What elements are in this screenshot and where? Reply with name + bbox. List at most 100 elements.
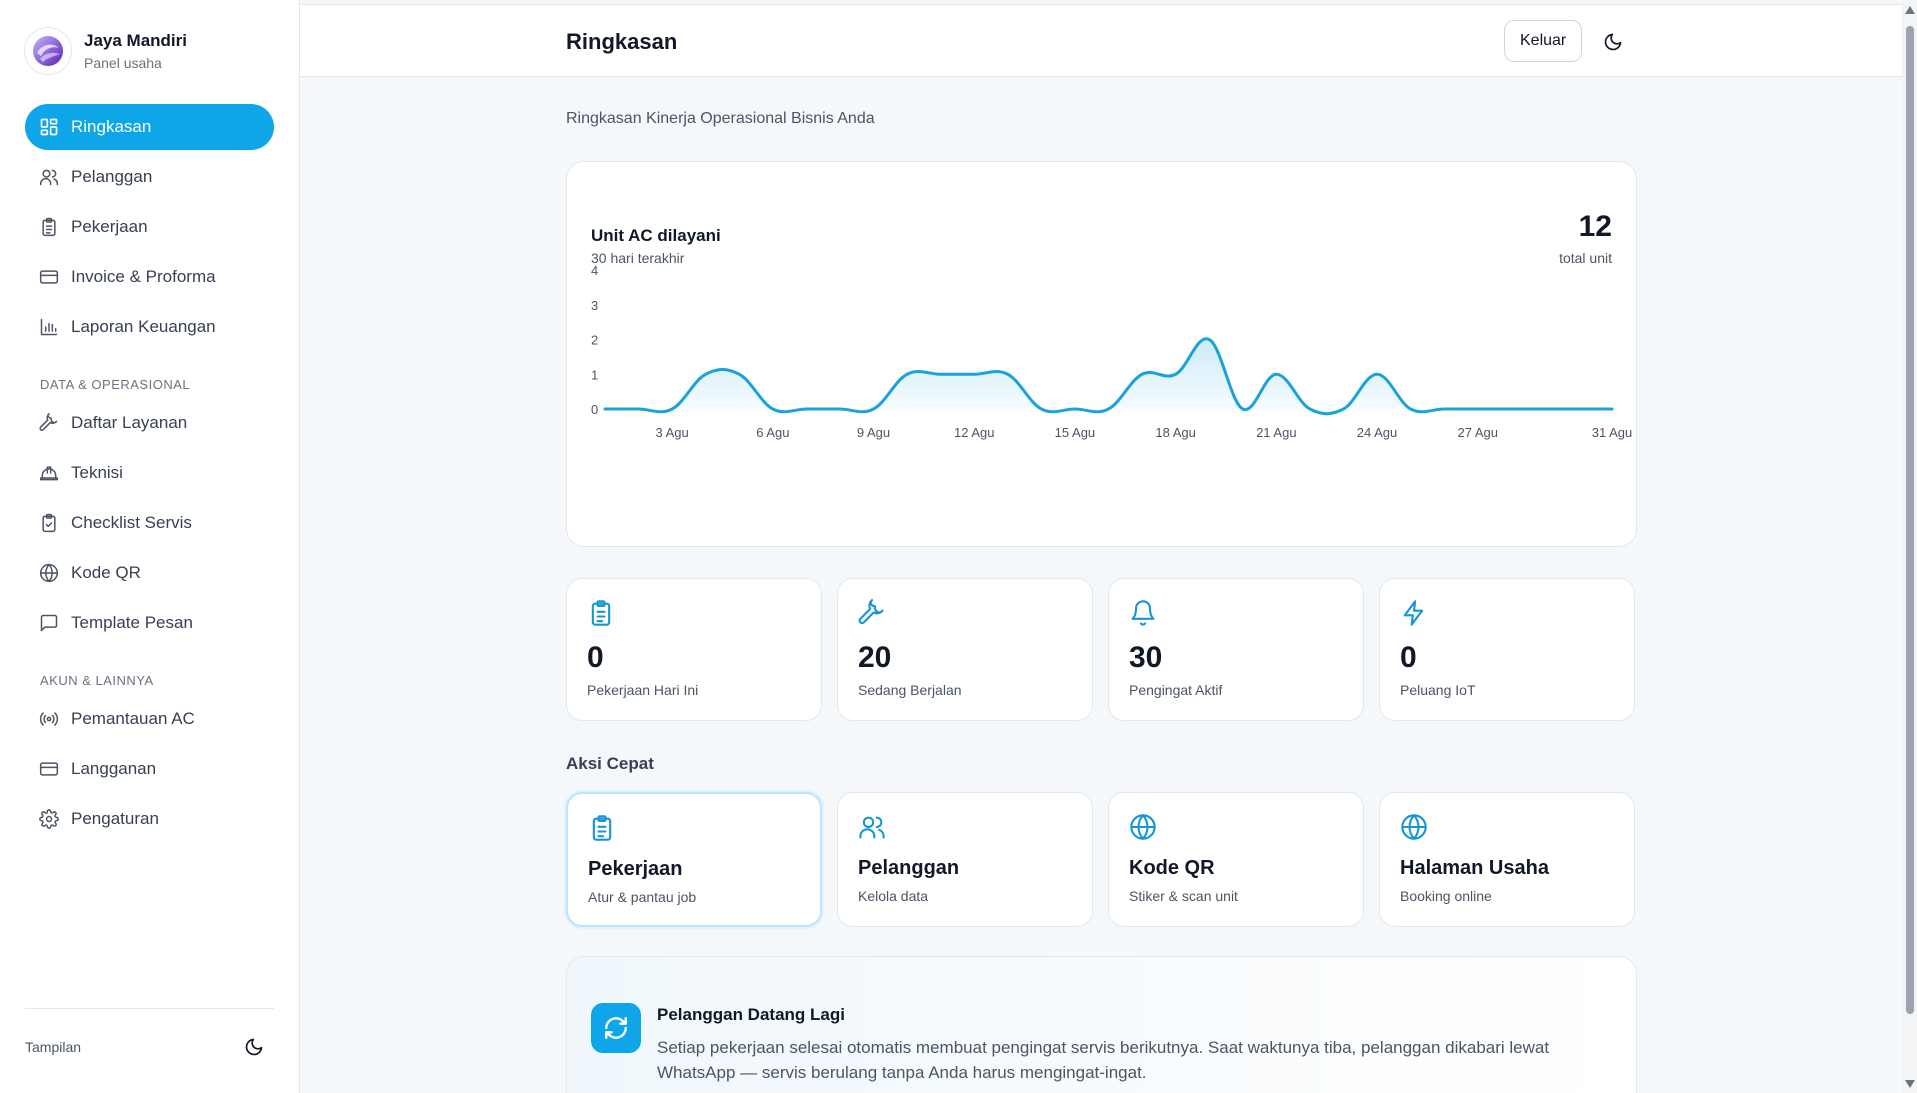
sidebar-item-pelanggan[interactable]: Pelanggan: [25, 154, 274, 200]
sidebar-item-label: Pekerjaan: [71, 217, 148, 236]
logout-button[interactable]: Keluar: [1504, 20, 1583, 62]
scroll-up-arrow-icon[interactable]: [1905, 6, 1915, 14]
globe-icon: [1130, 814, 1156, 840]
quick-action-pekerjaan[interactable]: Pekerjaan Atur & pantau job: [566, 792, 822, 927]
sidebar-item-label: Kode QR: [71, 563, 141, 582]
quick-action-title: Halaman Usaha: [1400, 857, 1549, 879]
stat-value: 0: [587, 641, 604, 674]
stat-label: Pekerjaan Hari Ini: [587, 682, 699, 698]
quick-actions-title: Aksi Cepat: [566, 754, 654, 773]
message-icon: [40, 614, 58, 632]
radio-icon: [39, 712, 59, 726]
x-tick-label: 24 Agu: [1357, 425, 1398, 440]
sidebar-item-checklist-servis[interactable]: Checklist Servis: [25, 500, 274, 546]
grid-icon: [40, 118, 58, 136]
moon-icon[interactable]: [244, 1037, 264, 1057]
sidebar-item-label: Teknisi: [71, 463, 123, 482]
info-card-returning-customers: Pelanggan Datang Lagi Setiap pekerjaan s…: [566, 956, 1637, 1093]
x-tick-label: 31 Agu: [1592, 425, 1633, 440]
stat-label: Pengingat Aktif: [1129, 682, 1223, 698]
users-icon: [859, 816, 885, 839]
page-title: Ringkasan: [566, 29, 678, 54]
sidebar-item-ringkasan[interactable]: Ringkasan: [25, 104, 274, 150]
info-title: Pelanggan Datang Lagi: [657, 1005, 845, 1024]
quick-action-subtitle: Kelola data: [858, 888, 929, 904]
brand[interactable]: Jaya Mandiri Panel usaha: [24, 27, 187, 75]
card-icon: [39, 762, 59, 776]
sidebar-item-teknisi[interactable]: Teknisi: [25, 450, 274, 496]
scroll-down-arrow-icon[interactable]: [1905, 1080, 1915, 1088]
sidebar-item-pengaturan[interactable]: Pengaturan: [25, 796, 274, 842]
sidebar-item-langganan[interactable]: Langganan: [25, 746, 274, 792]
quick-action-subtitle: Booking online: [1400, 888, 1492, 904]
quick-action-title: Pekerjaan: [588, 858, 683, 880]
y-tick-label: 4: [591, 263, 598, 278]
page-subtitle: Ringkasan Kinerja Operasional Bisnis And…: [566, 110, 875, 127]
sidebar-item-template-pesan[interactable]: Template Pesan: [25, 600, 274, 646]
sidebar-item-invoice[interactable]: Invoice & Proforma: [25, 254, 274, 300]
stat-label: Peluang IoT: [1400, 682, 1476, 698]
x-tick-label: 6 Agu: [756, 425, 789, 440]
sidebar-item-pemantauan-ac[interactable]: Pemantauan AC: [25, 696, 274, 742]
brand-name: Jaya Mandiri: [84, 31, 187, 50]
sidebar-item-label: Checklist Servis: [71, 513, 192, 532]
stat-label: Sedang Berjalan: [858, 682, 962, 698]
bell-icon: [1131, 600, 1155, 626]
quick-action-title: Pelanggan: [858, 857, 960, 879]
quick-action-pelanggan[interactable]: Pelanggan Kelola data: [837, 792, 1093, 927]
stat-value: 30: [1129, 641, 1163, 674]
top-header: Ringkasan Keluar: [300, 4, 1902, 77]
sidebar-item-label: Langganan: [71, 759, 157, 778]
scrollbar[interactable]: [1902, 0, 1917, 1093]
users-icon: [39, 169, 59, 186]
clipboard-icon: [591, 600, 611, 626]
brand-subtitle: Panel usaha: [84, 55, 162, 71]
chart-card: Unit AC dilayani 30 hari terakhir 12 tot…: [566, 161, 1637, 547]
lightning-icon: [1403, 600, 1424, 626]
stat-value: 0: [1400, 641, 1417, 674]
sidebar-item-label: Invoice & Proforma: [71, 267, 216, 286]
x-tick-label: 9 Agu: [857, 425, 890, 440]
stat-card-sedang-berjalan: 20 Sedang Berjalan: [837, 578, 1093, 721]
y-tick-label: 0: [591, 402, 598, 417]
chart-title: Unit AC dilayani: [591, 226, 721, 245]
quick-action-title: Kode QR: [1129, 857, 1215, 879]
chart-total-label: total unit: [1559, 250, 1612, 266]
stat-value: 20: [858, 641, 892, 674]
sidebar-item-label: Pengaturan: [71, 809, 159, 828]
quick-action-subtitle: Stiker & scan unit: [1129, 888, 1238, 904]
x-tick-label: 18 Agu: [1155, 425, 1196, 440]
wrench-icon: [39, 413, 58, 431]
quick-action-kode-qr[interactable]: Kode QR Stiker & scan unit: [1108, 792, 1364, 927]
sidebar-item-label: Ringkasan: [71, 117, 152, 136]
x-tick-label: 15 Agu: [1055, 425, 1096, 440]
y-tick-label: 2: [591, 333, 598, 348]
sidebar-item-pekerjaan[interactable]: Pekerjaan: [25, 204, 274, 250]
chart-total-value: 12: [1578, 210, 1612, 243]
sidebar-item-label: Pelanggan: [71, 167, 153, 186]
globe-icon: [39, 563, 59, 583]
stat-card-pekerjaan-hari-ini: 0 Pekerjaan Hari Ini: [566, 578, 822, 721]
x-tick-label: 3 Agu: [656, 425, 689, 440]
moon-icon: [1604, 33, 1622, 51]
clipboard-icon: [592, 815, 612, 841]
sidebar: Jaya Mandiri Panel usaha Ringkasan Pelan…: [0, 0, 300, 1093]
quick-action-halaman-usaha[interactable]: Halaman Usaha Booking online: [1379, 792, 1635, 927]
stat-card-pengingat-aktif: 30 Pengingat Aktif: [1108, 578, 1364, 721]
theme-label: Tampilan: [25, 1039, 82, 1055]
chart-subtitle: 30 hari terakhir: [591, 250, 685, 266]
sidebar-item-kode-qr[interactable]: Kode QR: [25, 550, 274, 596]
sidebar-item-daftar-layanan[interactable]: Daftar Layanan: [25, 400, 274, 446]
sidebar-item-label: Pemantauan AC: [71, 709, 195, 728]
sidebar-item-label: Laporan Keuangan: [71, 317, 216, 336]
scrollbar-thumb[interactable]: [1906, 26, 1914, 1014]
quick-action-subtitle: Atur & pantau job: [588, 889, 697, 905]
x-tick-label: 27 Agu: [1457, 425, 1498, 440]
globe-icon: [1401, 814, 1427, 840]
area-chart: 0 1 2 3 4 3 Agu 6 Agu 9 Agu 12 Agu 15 Agu 18 Agu 21…: [591, 263, 1633, 440]
y-tick-label: 3: [591, 298, 598, 313]
sidebar-item-laporan-keuangan[interactable]: Laporan Keuangan: [25, 304, 274, 350]
sidebar-nav: Ringkasan Pelanggan Pekerjaan Invoice & …: [25, 104, 274, 846]
theme-toggle-button[interactable]: [1601, 30, 1625, 54]
sidebar-section-account: AKUN & LAINNYA: [40, 673, 154, 688]
